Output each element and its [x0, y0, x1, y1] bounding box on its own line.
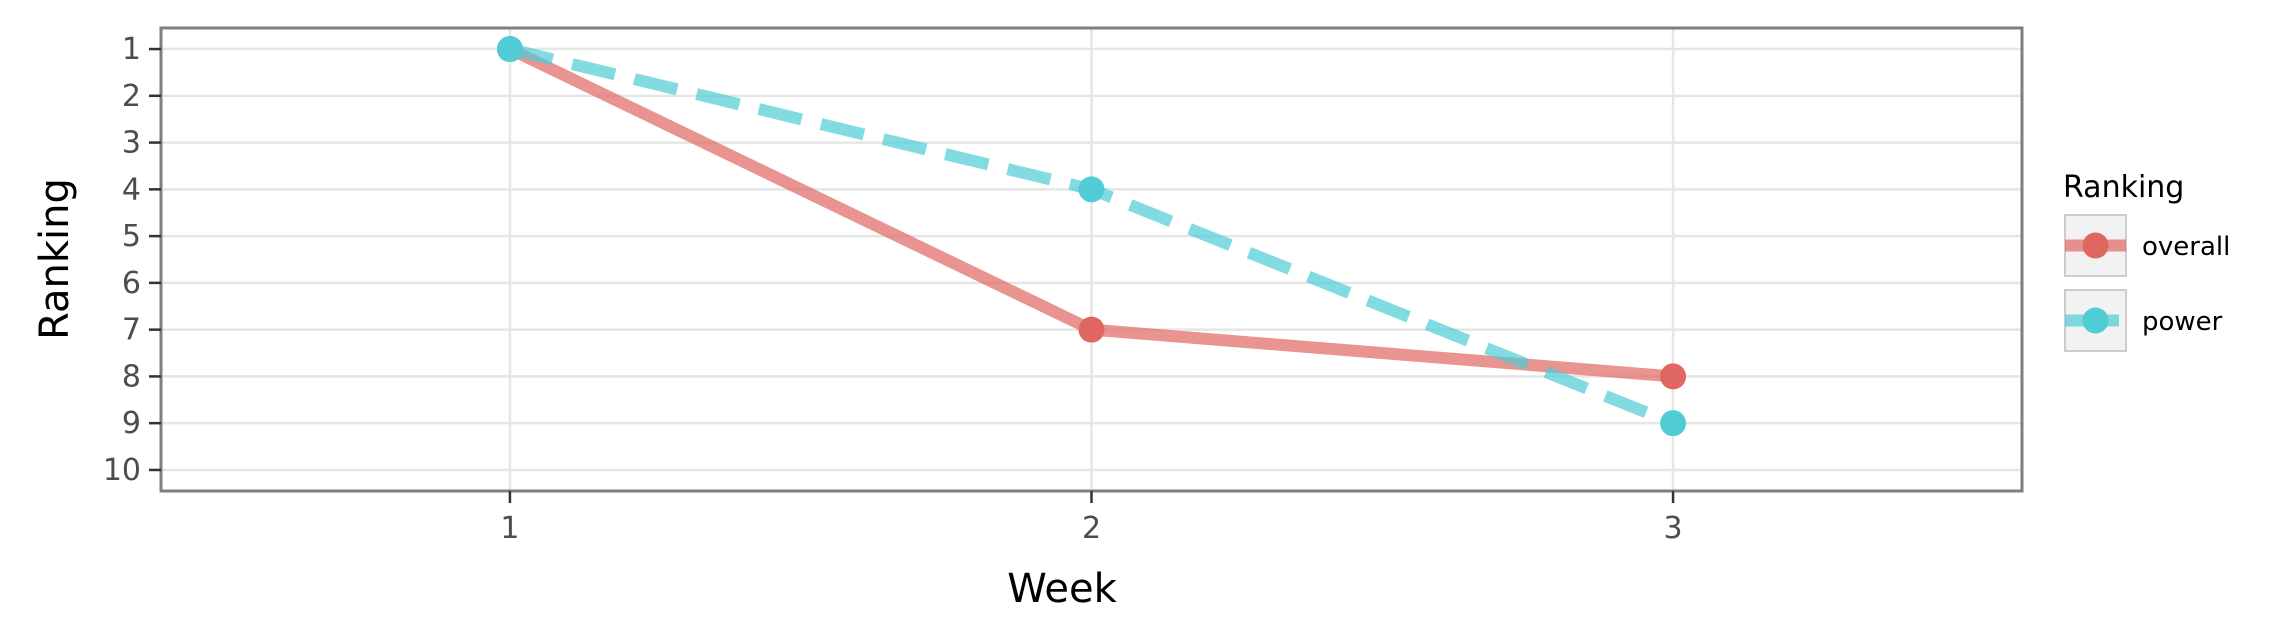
- legend-marker-overall: [2082, 232, 2109, 259]
- legend-keys: overall power: [2064, 214, 2230, 352]
- y-tick-label: 8: [122, 359, 141, 394]
- legend-label-overall: overall: [2142, 232, 2230, 262]
- series-layer: [496, 36, 1687, 437]
- y-axis-title: Ranking: [32, 178, 78, 340]
- y-tick-label: 3: [122, 126, 141, 161]
- legend-label-power: power: [2142, 307, 2223, 337]
- series-points: [496, 36, 1687, 437]
- y-tick-label: 10: [103, 453, 141, 488]
- data-point-power: [496, 36, 523, 63]
- y-tick-label: 5: [122, 219, 141, 254]
- y-tick-label: 2: [122, 79, 141, 114]
- x-tick-label: 3: [1664, 511, 1683, 546]
- legend: Ranking overall power: [2063, 170, 2230, 352]
- grid: [161, 28, 2022, 491]
- data-point-power: [1078, 176, 1105, 203]
- y-tick-label: 4: [122, 172, 141, 207]
- legend-marker-power: [2082, 307, 2109, 334]
- y-tick-label: 6: [122, 266, 141, 301]
- tick-labels: 1 2 3 4 5 6 7 8 9 10 1 2 3: [103, 32, 1683, 546]
- y-tick-label: 1: [122, 32, 141, 67]
- x-tick-label: 2: [1082, 511, 1101, 546]
- y-tick-label: 9: [122, 406, 141, 441]
- legend-title: Ranking: [2063, 170, 2184, 205]
- y-tick-label: 7: [122, 313, 141, 348]
- data-point-power: [1660, 410, 1687, 437]
- x-axis-title: Week: [1007, 566, 1117, 612]
- data-point-overall: [1660, 363, 1687, 390]
- x-tick-label: 1: [500, 511, 519, 546]
- data-point-overall: [1078, 316, 1105, 343]
- axis-ticks: [149, 47, 1675, 503]
